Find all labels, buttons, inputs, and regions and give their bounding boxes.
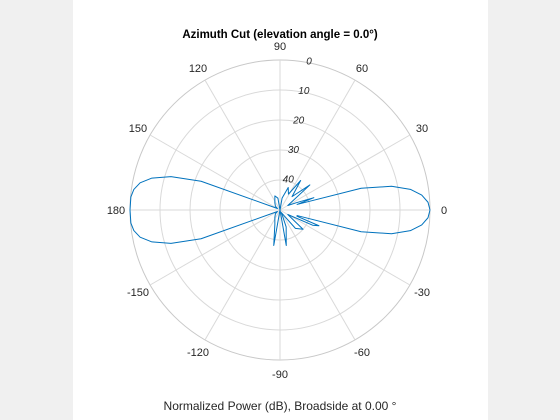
angle-tick-label: 60 xyxy=(356,63,368,75)
pattern-trace xyxy=(129,176,431,246)
label-layer: 0 30 60 90 120 150 180 -150 -120 -90 -60 -30 0 10 20 30… xyxy=(107,41,447,381)
angle-tick-label: 0 xyxy=(441,205,447,217)
angle-tick-label: -60 xyxy=(354,347,370,359)
grid-spoke--120 xyxy=(204,209,281,341)
grid-spoke-30 xyxy=(279,134,411,211)
radial-tick-label: 40 xyxy=(283,174,295,185)
polar-grid xyxy=(129,59,431,361)
grid-spoke-150 xyxy=(149,134,281,211)
chart-footer: Normalized Power (dB), Broadside at 0.00… xyxy=(164,399,397,413)
angle-tick-label: -90 xyxy=(272,369,288,381)
angle-tick-label: 120 xyxy=(189,63,207,75)
angle-tick-label: 30 xyxy=(416,123,428,135)
grid-spoke-60 xyxy=(279,79,356,211)
radial-tick-label: 10 xyxy=(298,86,310,97)
grid-spoke--60 xyxy=(279,209,356,341)
angle-tick-label: 180 xyxy=(107,205,125,217)
grid-spoke-120 xyxy=(204,79,281,211)
angle-tick-label: -30 xyxy=(414,287,430,299)
radial-tick-label: 30 xyxy=(288,145,300,156)
angle-tick-label: 150 xyxy=(129,123,147,135)
radial-tick-label: 0 xyxy=(306,56,312,67)
series-layer xyxy=(129,176,431,246)
grid-spoke--30 xyxy=(279,209,411,286)
radial-tick-label: 20 xyxy=(292,115,305,126)
grid-spoke--150 xyxy=(149,209,281,286)
angle-tick-label: -150 xyxy=(127,287,149,299)
chart-title: Azimuth Cut (elevation angle = 0.0°) xyxy=(182,29,378,41)
angle-tick-label: -120 xyxy=(187,347,209,359)
angle-tick-label: 90 xyxy=(274,41,286,53)
